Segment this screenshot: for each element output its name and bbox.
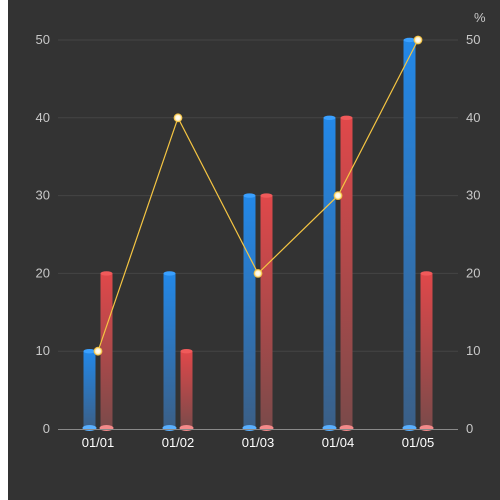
bar-cap (83, 349, 96, 354)
line-point (93, 346, 103, 356)
line-point (173, 113, 183, 123)
bar-base (82, 425, 97, 431)
bar-base (99, 425, 114, 431)
bar (260, 195, 273, 429)
y-right-tick-label: 20 (466, 265, 480, 280)
bar-base (259, 425, 274, 431)
bar (243, 195, 256, 429)
bar (403, 40, 416, 429)
x-tick-label: 01/02 (162, 435, 195, 450)
bar (340, 117, 353, 430)
bar (83, 351, 96, 429)
y-left-tick-label: 20 (36, 265, 50, 280)
bar-base (419, 425, 434, 431)
bar-cap (100, 271, 113, 276)
y-right-tick-label: 40 (466, 110, 480, 125)
bar (163, 273, 176, 429)
y-left-tick-label: 10 (36, 343, 50, 358)
bar (420, 273, 433, 429)
line-series (93, 35, 423, 356)
bar-base (162, 425, 177, 431)
x-tick-label: 01/03 (242, 435, 275, 450)
y-left-tick-label: 50 (36, 32, 50, 47)
bar (100, 273, 113, 429)
bar-base (339, 425, 354, 431)
line-point (413, 35, 423, 45)
line-point (333, 191, 343, 201)
bar-base (322, 425, 337, 431)
bar-cap (260, 193, 273, 198)
x-tick-label: 01/04 (322, 435, 355, 450)
axes: 0 10 20 30 40 50 0 10 20 30 40 50% 01/01 01/02 01/03 01… (36, 10, 486, 450)
bar (323, 117, 336, 430)
bar-cap (420, 271, 433, 276)
y-left-tick-label: 0 (43, 421, 50, 436)
bars (82, 37, 434, 431)
bar-cap (323, 115, 336, 121)
bar-cap (180, 349, 193, 354)
bar-cap (340, 115, 353, 121)
bar-cap (403, 37, 416, 43)
y-right-tick-label: 0 (466, 421, 473, 436)
grid (58, 39, 458, 352)
y-left-tick-label: 30 (36, 188, 50, 203)
y-right-unit-label: % (474, 10, 486, 25)
x-tick-label: 01/05 (402, 435, 435, 450)
x-tick-label: 01/01 (82, 435, 115, 450)
y-right-tick-label: 50 (466, 32, 480, 47)
bar-base (402, 425, 417, 431)
bar-cap (163, 271, 176, 276)
bar-base (179, 425, 194, 431)
y-left-tick-label: 40 (36, 110, 50, 125)
y-right-tick-label: 10 (466, 343, 480, 358)
bar-cap (243, 193, 256, 198)
bar (180, 351, 193, 429)
y-right-tick-label: 30 (466, 188, 480, 203)
bar-base (242, 425, 257, 431)
line-point (253, 268, 263, 278)
